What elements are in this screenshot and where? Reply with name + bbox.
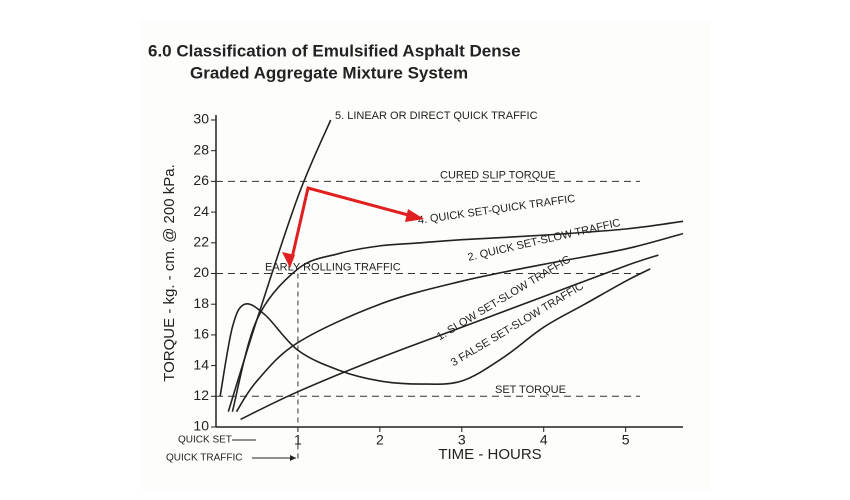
y-tick-label: 12 (193, 387, 209, 403)
curve (219, 268, 651, 397)
y-tick-label: 26 (193, 172, 209, 188)
red-arrowhead (282, 252, 295, 268)
bottom-note: QUICK TRAFFIC (166, 453, 242, 464)
red-arrow (290, 186, 413, 259)
y-tick-label: 14 (193, 356, 209, 372)
x-tick-label: 5 (622, 432, 630, 448)
curve (235, 232, 684, 413)
y-tick-label: 28 (193, 141, 209, 157)
chart-title: 6.0 Classification of Emulsified Asphalt… (148, 41, 521, 60)
y-tick-label: 24 (193, 203, 209, 219)
red-arrowhead (405, 209, 424, 222)
y-tick-label: 30 (193, 111, 209, 127)
y-tick-label: 22 (193, 234, 209, 250)
x-tick-label: 3 (458, 432, 466, 448)
reference-label: EARLY ROLLING TRAFFIC (265, 261, 401, 273)
curve-label: 5. LINEAR OR DIRECT QUICK TRAFFIC (335, 110, 538, 122)
y-tick-label: 16 (193, 326, 209, 342)
figure-background (140, 20, 710, 490)
curve (227, 119, 332, 412)
x-axis-label: TIME - HOURS (438, 446, 541, 463)
red-arrows (282, 186, 424, 268)
y-tick-label: 20 (193, 264, 209, 280)
x-tick-label: 4 (540, 432, 548, 448)
bottom-note: QUICK SET (178, 435, 232, 446)
y-tick-label: 10 (193, 418, 209, 434)
curve (240, 254, 659, 421)
y-axis-label: TORQUE - kg. - cm. @ 200 kPa. (161, 164, 178, 382)
x-tick-label: 2 (376, 432, 384, 448)
chart-title: Graded Aggregate Mixture System (190, 63, 468, 82)
note-arrowhead (290, 455, 296, 461)
reference-label: CURED SLIP TORQUE (440, 169, 556, 181)
y-tick-label: 18 (193, 295, 209, 311)
reference-label: SET TORQUE (495, 384, 566, 396)
curve (231, 220, 684, 412)
